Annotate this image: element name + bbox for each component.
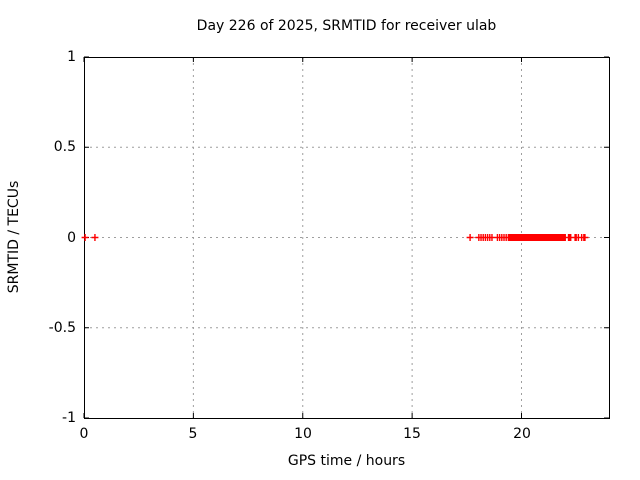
- x-tick-label: 10: [294, 426, 312, 442]
- y-tick-label: -1: [62, 410, 76, 426]
- chart-title: Day 226 of 2025, SRMTID for receiver ula…: [196, 18, 497, 34]
- y-tick-label: 0.5: [53, 139, 76, 155]
- x-tick-label: 15: [403, 426, 421, 442]
- x-tick-label: 20: [513, 426, 531, 442]
- y-tick-label: 0: [67, 230, 76, 246]
- y-tick-label: -0.5: [48, 320, 76, 336]
- data-point-markers: [81, 234, 589, 241]
- y-tick-label: 1: [67, 49, 76, 65]
- x-tick-label: 5: [188, 426, 198, 442]
- x-tick-label: 0: [79, 426, 89, 442]
- x-axis-label: GPS time / hours: [287, 453, 406, 469]
